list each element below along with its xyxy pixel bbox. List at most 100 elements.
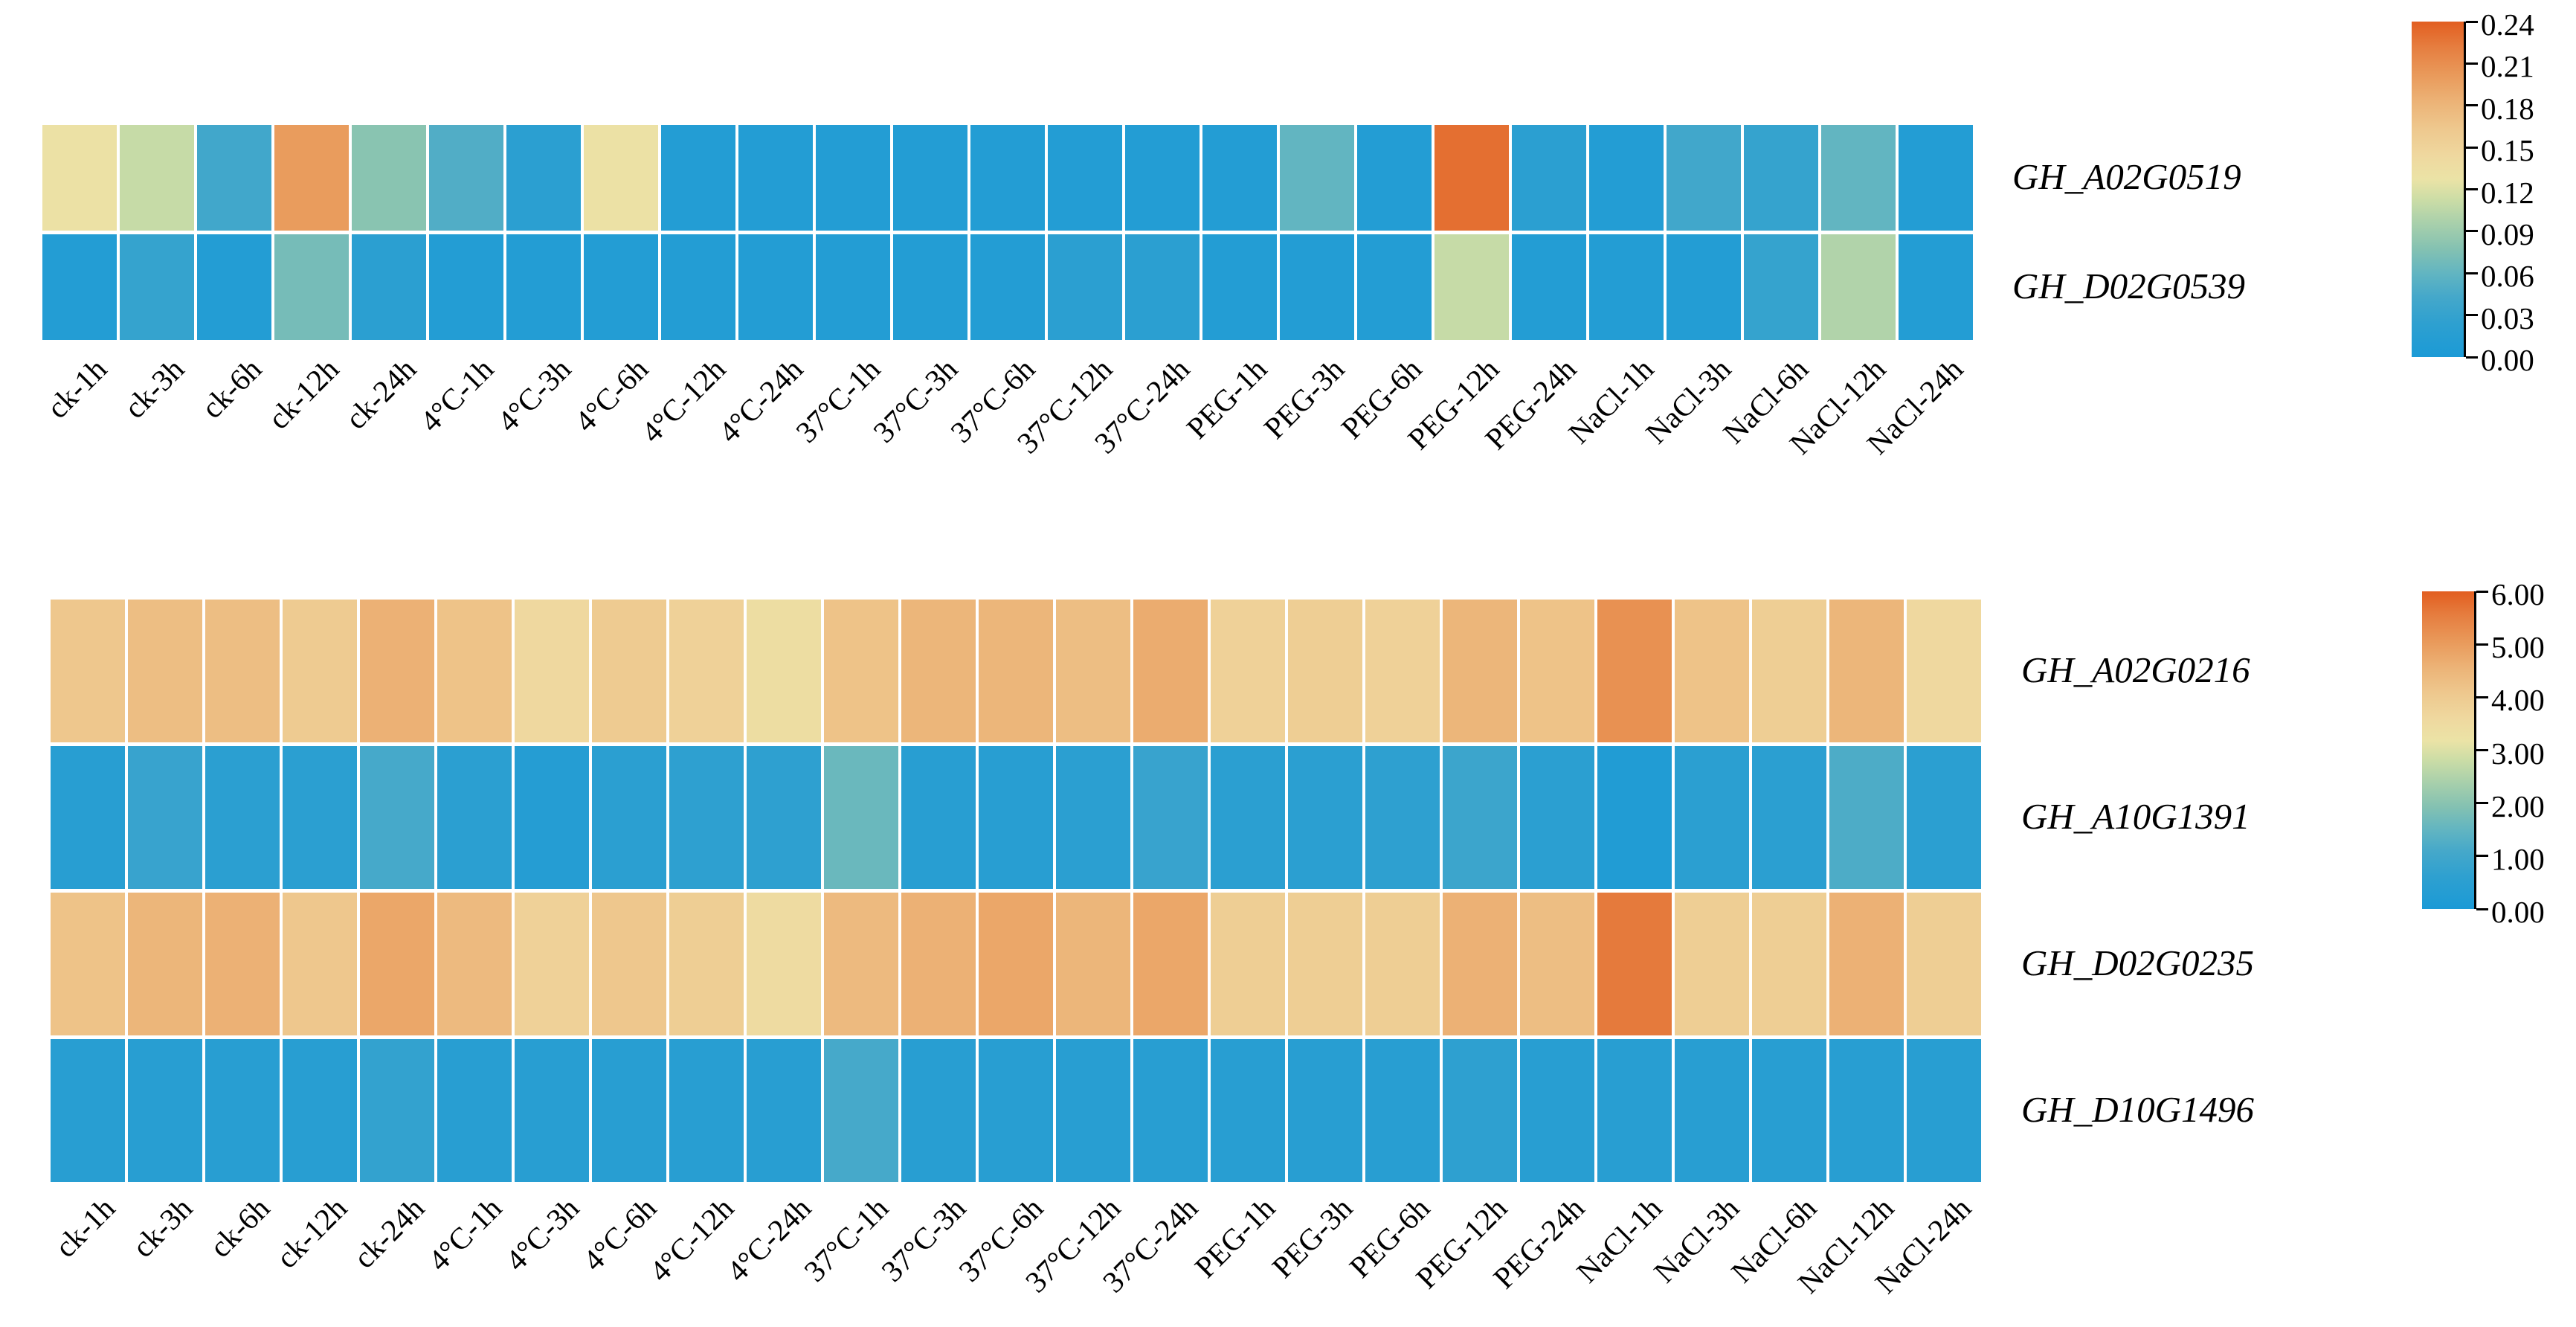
heatmap-cell bbox=[1907, 600, 1981, 742]
heatmap-cell bbox=[1597, 746, 1672, 889]
heatmap-cell bbox=[360, 893, 434, 1035]
heatmap-cell bbox=[1899, 234, 1973, 340]
heatmap-cell bbox=[1211, 1039, 1285, 1182]
x-tick-label: ck-3h bbox=[117, 351, 191, 425]
heatmap-cell bbox=[1048, 234, 1122, 340]
colorbar-tick-mark bbox=[2466, 188, 2478, 190]
heatmap-cell bbox=[669, 1039, 744, 1182]
heatmap-cell bbox=[352, 234, 426, 340]
heatmap-cell bbox=[979, 746, 1053, 889]
heatmap-cell bbox=[824, 600, 898, 742]
heatmap-cell bbox=[1675, 1039, 1749, 1182]
colorbar-tick-mark bbox=[2476, 855, 2488, 858]
heatmap-cell bbox=[901, 600, 976, 742]
x-tick-label: PEG-3h bbox=[1257, 351, 1351, 446]
heatmap-cell bbox=[592, 893, 666, 1035]
heatmap-cell bbox=[1365, 746, 1440, 889]
colorbar-tick-label: 1.00 bbox=[2491, 841, 2545, 876]
heatmap-cell bbox=[1211, 893, 1285, 1035]
colorbar-tick-mark bbox=[2466, 146, 2478, 149]
heatmap-cell bbox=[1202, 234, 1277, 340]
x-tick-label: 37°C-3h bbox=[866, 351, 965, 449]
heatmap-cell bbox=[1512, 234, 1586, 340]
heatmap-cell bbox=[1211, 746, 1285, 889]
heatmap-cell bbox=[51, 600, 125, 742]
heatmap-cell bbox=[1752, 600, 1826, 742]
colorbar-tick-label: 0.24 bbox=[2481, 7, 2534, 42]
heatmap-cell bbox=[1133, 893, 1208, 1035]
colorbar-tick-label: 0.09 bbox=[2481, 216, 2534, 251]
heatmap-cell bbox=[429, 234, 503, 340]
heatmap-cell bbox=[816, 234, 890, 340]
x-tick-label: ck-6h bbox=[194, 351, 268, 425]
gene-label: GH_A02G0216 bbox=[2021, 649, 2250, 690]
colorbar-tick-mark bbox=[2466, 104, 2478, 107]
heatmap-cell bbox=[360, 746, 434, 889]
heatmap-cell bbox=[893, 125, 967, 231]
heatmap-cell bbox=[1829, 893, 1904, 1035]
heatmap-cell bbox=[824, 893, 898, 1035]
x-tick-label: ck-12h bbox=[261, 351, 346, 436]
heatmap-cell bbox=[1443, 893, 1517, 1035]
heatmap-cell bbox=[1133, 746, 1208, 889]
heatmap-cell bbox=[283, 1039, 357, 1182]
colorbar-tick-mark bbox=[2476, 802, 2488, 805]
heatmap-cell bbox=[1357, 234, 1432, 340]
heatmap-cell bbox=[1907, 893, 1981, 1035]
heatmap-cell bbox=[584, 125, 658, 231]
x-tick-label: 4°C-12h bbox=[643, 1190, 741, 1288]
colorbar-tick-label: 0.00 bbox=[2491, 895, 2545, 929]
x-tick-label: 4°C-24h bbox=[720, 1190, 818, 1288]
heatmap-cell bbox=[429, 125, 503, 231]
heatmap-cell bbox=[120, 125, 194, 231]
heatmap-cell bbox=[592, 746, 666, 889]
heatmap-cell bbox=[205, 600, 280, 742]
heatmap-cell bbox=[1211, 600, 1285, 742]
heatmap-cell bbox=[901, 746, 976, 889]
heatmap-cell bbox=[901, 1039, 976, 1182]
heatmap-cell bbox=[1288, 600, 1362, 742]
gene-label: GH_A02G0519 bbox=[2012, 156, 2241, 197]
heatmap-cell bbox=[437, 1039, 512, 1182]
colorbar-tick-label: 0.21 bbox=[2481, 49, 2534, 84]
heatmap-cell bbox=[128, 893, 202, 1035]
colorbar-tick-mark bbox=[2466, 356, 2478, 359]
colorbar-tick-mark bbox=[2476, 907, 2488, 910]
heatmap-cell bbox=[1133, 600, 1208, 742]
heatmap-cell bbox=[1280, 125, 1354, 231]
heatmap-cell bbox=[1907, 1039, 1981, 1182]
heatmap-cell bbox=[592, 1039, 666, 1182]
x-tick-label: NaCl-1h bbox=[1561, 351, 1661, 451]
heatmap-cell bbox=[515, 600, 589, 742]
heatmap-cell bbox=[1365, 600, 1440, 742]
heatmap-cell bbox=[738, 125, 813, 231]
heatmap-cell bbox=[506, 125, 581, 231]
x-tick-label: 4°C-1h bbox=[421, 1190, 509, 1278]
x-tick-label: NaCl-3h bbox=[1646, 1190, 1746, 1290]
heatmap-cell bbox=[1744, 125, 1818, 231]
heatmap-cell bbox=[824, 746, 898, 889]
heatmap-cell bbox=[1133, 1039, 1208, 1182]
heatmap-cell bbox=[1675, 600, 1749, 742]
heatmap-cell bbox=[1443, 746, 1517, 889]
heatmap-cell bbox=[515, 746, 589, 889]
heatmap-cell bbox=[1365, 1039, 1440, 1182]
heatmap-cell bbox=[205, 746, 280, 889]
colorbar-tick-label: 0.15 bbox=[2481, 133, 2534, 168]
heatmap-cell bbox=[1829, 600, 1904, 742]
heatmap-cell bbox=[1520, 600, 1594, 742]
heatmap-cell bbox=[893, 234, 967, 340]
heatmap-cell bbox=[1589, 125, 1664, 231]
x-tick-label: ck-3h bbox=[125, 1190, 199, 1265]
heatmap-cell bbox=[1667, 234, 1741, 340]
heatmap-cell bbox=[437, 893, 512, 1035]
colorbar-tick-mark bbox=[2476, 695, 2488, 698]
heatmap-cell bbox=[824, 1039, 898, 1182]
heatmap-cell bbox=[1443, 600, 1517, 742]
heatmap-cell bbox=[283, 600, 357, 742]
heatmap-cell bbox=[747, 600, 821, 742]
heatmap-cell bbox=[747, 746, 821, 889]
heatmap-cell bbox=[128, 600, 202, 742]
x-tick-label: 4°C-12h bbox=[634, 351, 732, 449]
x-tick-label: NaCl-3h bbox=[1638, 351, 1738, 451]
